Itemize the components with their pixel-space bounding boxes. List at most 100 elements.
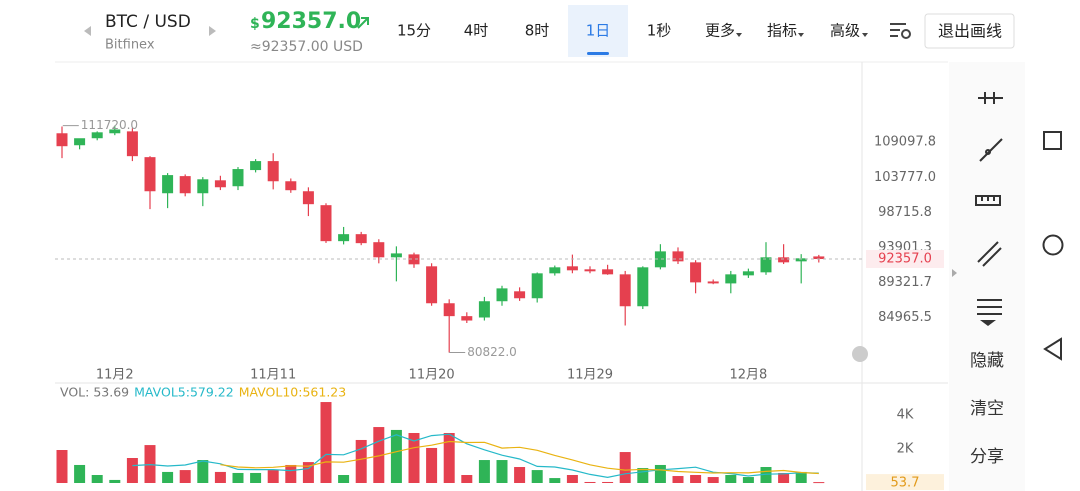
y-tick-label: 109097.8: [874, 135, 936, 150]
symbol[interactable]: BTC / USD: [105, 12, 191, 32]
volume-bar: [267, 470, 279, 483]
up-arrow: [357, 17, 369, 29]
candle-body: [179, 176, 191, 194]
x-tick-label: 11月2: [96, 368, 134, 383]
volume-bar: [461, 475, 473, 483]
volume-bar: [390, 429, 402, 483]
volume-bar: [373, 427, 385, 483]
reset-button[interactable]: [852, 346, 868, 362]
volume-bar: [654, 464, 666, 483]
active-underline: [587, 52, 609, 55]
prev-arrow[interactable]: [84, 26, 91, 36]
volume-bar: [566, 475, 578, 483]
volume-bar: [496, 460, 508, 483]
volume-bar: [584, 481, 596, 483]
volume-bar: [760, 467, 772, 483]
candle-body: [355, 234, 367, 244]
advanced[interactable]: 高级: [830, 22, 860, 40]
candle-body: [690, 262, 702, 283]
candle-body: [602, 269, 614, 275]
annotation: 80822.0: [467, 345, 517, 359]
candle-body: [778, 257, 790, 263]
candle-body: [813, 256, 825, 260]
last-volume-box: [866, 474, 944, 491]
side-action[interactable]: 分享: [970, 447, 1004, 467]
price: 92357.0: [261, 9, 361, 34]
y-tick-label: 103777.0: [874, 170, 936, 185]
candle-body: [514, 291, 526, 299]
candle-body: [549, 267, 561, 274]
volume-bar: [813, 482, 825, 484]
candle-body: [566, 266, 578, 271]
candle-body: [390, 253, 402, 258]
x-tick-label: 11月11: [250, 368, 296, 383]
volume-bar: [197, 460, 209, 483]
candle-body: [74, 138, 86, 146]
legend-entry: MAVOL10:561.23: [239, 385, 347, 400]
volume-bar: [478, 460, 490, 483]
ma-line: [220, 440, 819, 475]
more[interactable]: 更多: [705, 22, 735, 40]
candle-body: [91, 132, 103, 139]
interval[interactable]: 8时: [525, 22, 550, 40]
x-tick-label: 12月8: [729, 368, 767, 383]
candle-body: [654, 251, 666, 268]
volume-bar: [126, 458, 138, 483]
settings-icon[interactable]: [890, 23, 911, 39]
candle-body: [795, 258, 807, 262]
candle-body: [56, 133, 68, 147]
candle-body: [725, 274, 737, 284]
nav-back[interactable]: [1043, 337, 1062, 361]
annotation: 111720.0: [81, 118, 138, 132]
volume-bar: [514, 467, 526, 483]
volume-bar: [672, 476, 684, 483]
drawing-tools[interactable]: [975, 92, 1003, 315]
nav-recent[interactable]: [1043, 131, 1062, 150]
interval[interactable]: 15分: [397, 22, 431, 40]
candle-body: [285, 181, 297, 191]
dropdown: [736, 33, 742, 37]
volume-bar: [531, 470, 543, 483]
volume-bar: [619, 452, 631, 483]
candle-body: [250, 161, 262, 171]
next-arrow[interactable]: [209, 26, 216, 36]
volume-bar: [443, 433, 455, 483]
candle-body: [320, 205, 332, 242]
last-price-label: 92357.0: [878, 252, 932, 267]
collapse-arrow[interactable]: [952, 269, 957, 277]
side-action[interactable]: 隐藏: [970, 351, 1004, 371]
volume-bar: [214, 471, 226, 483]
volume-bar: [426, 447, 438, 483]
candle-body: [584, 269, 596, 272]
candle-body: [373, 242, 385, 258]
exit-label[interactable]: 退出画线: [938, 22, 1002, 41]
tool-arrow: [980, 320, 996, 326]
interval[interactable]: 1秒: [647, 22, 672, 40]
nav-home[interactable]: [1042, 234, 1064, 256]
candle-body: [408, 254, 420, 265]
candle-body: [338, 234, 350, 242]
candle-body: [707, 281, 719, 284]
volume-bar: [725, 475, 737, 483]
dropdown: [862, 33, 868, 37]
ma-line: [132, 433, 819, 479]
volume-bar: [285, 464, 297, 483]
exit-button[interactable]: [924, 13, 1015, 49]
volume-bar: [549, 478, 561, 483]
candle-body: [619, 274, 631, 307]
side-action[interactable]: 清空: [970, 399, 1004, 419]
interval[interactable]: 4时: [464, 22, 489, 40]
interval[interactable]: 1日: [586, 22, 611, 40]
candle-body: [144, 157, 156, 192]
active-tab: [568, 5, 628, 57]
indicators[interactable]: 指标: [767, 22, 797, 40]
y-tick-label: 2K: [897, 441, 914, 456]
volume-bar: [690, 475, 702, 483]
volume-bar: [109, 479, 121, 483]
price-usd: ≈92357.00 USD: [250, 39, 363, 55]
volume-bar: [320, 402, 332, 483]
volume-bar: [74, 464, 86, 483]
volume-bar: [742, 477, 754, 483]
